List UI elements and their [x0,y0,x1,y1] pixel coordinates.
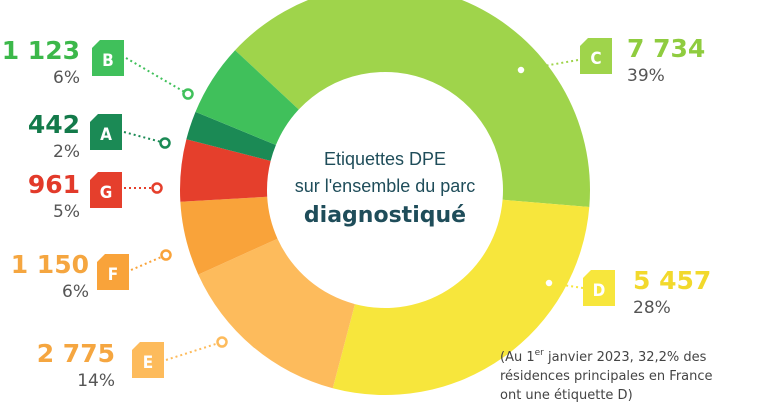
energy-tag [583,270,615,306]
share-label: 14% [77,371,115,391]
wedge [186,111,276,161]
wedge [180,196,278,275]
share-label: 2% [53,142,80,162]
value-label: 442 [28,110,80,139]
center-title-3: diagnostiqué [304,203,466,228]
connector [548,282,584,289]
note-text: résidences principales en France [500,369,713,384]
share-label: 39% [627,66,665,86]
wedge [198,238,355,389]
value-label: 961 [28,170,80,199]
tag-letter: E [143,353,153,373]
connector-dot [151,182,163,194]
tag-letter: D [593,281,606,301]
connector [123,131,166,144]
wedge [195,50,299,146]
note-text: ont une étiquette D) [500,388,633,403]
tag-letter: B [102,51,114,71]
share-label: 6% [53,68,80,88]
energy-tag [90,172,122,208]
note-sup: er [535,348,545,358]
donut [179,0,590,395]
value-label: 1 150 [11,250,89,279]
energy-tag [580,38,612,74]
tag-letter: C [590,49,601,69]
share-label: 28% [633,298,671,318]
center-title-2: sur l'ensemble du parc [295,176,476,196]
connector-dot [216,336,228,348]
wedge [179,139,271,202]
connector-dot [160,249,172,261]
note: (Au 1er janvier 2023, 32,2% des résidenc… [500,348,717,403]
tag-letter: G [100,183,113,203]
value-label: 2 775 [37,339,115,368]
share-label: 6% [62,282,89,302]
value-label: 5 457 [633,266,711,295]
connector [125,57,189,95]
share-label: 5% [53,202,80,222]
energy-tag [132,342,164,378]
energy-tag [92,40,124,76]
note-text: (Au 1 [500,350,535,365]
center-title-1: Etiquettes DPE [324,149,446,169]
connector [130,254,167,271]
tag-letter: A [100,125,112,145]
value-label: 7 734 [627,34,705,63]
energy-tag [90,114,122,150]
value-label: 1 123 [2,36,80,65]
connector-dot [515,64,527,76]
wedge [235,0,590,207]
connector-dot [543,277,555,289]
connector-dot [182,88,194,100]
connector-dot [159,137,171,149]
note-text: janvier 2023, 32,2% des [544,350,707,365]
tag-letter: F [108,265,118,285]
energy-tag [97,254,129,290]
wedge [332,199,590,395]
connector [165,341,223,361]
